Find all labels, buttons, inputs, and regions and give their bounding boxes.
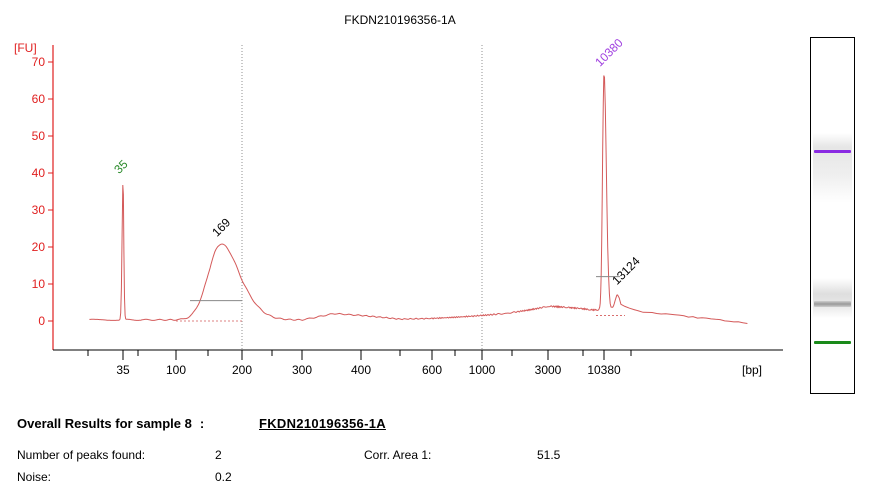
peak-label: 13124	[609, 254, 643, 288]
y-tick-label: 30	[32, 203, 46, 217]
peak-label: 35	[111, 157, 131, 177]
y-tick-label: 40	[32, 166, 46, 180]
corr-area-label: Corr. Area 1:	[364, 448, 432, 462]
gel-smear-upper	[813, 133, 852, 203]
peaks-label: Number of peaks found:	[17, 448, 146, 462]
results-title: Overall Results for sample 8:	[17, 416, 204, 431]
x-tick-label: 600	[422, 363, 442, 377]
y-axis-label: [FU]	[14, 41, 37, 55]
results-title-separator: :	[199, 416, 205, 431]
y-tick-label: 60	[32, 92, 46, 106]
peak-label: 169	[209, 215, 233, 239]
x-tick-label: 35	[116, 363, 130, 377]
y-tick-label: 0	[38, 314, 45, 328]
x-tick-label: 100	[166, 363, 186, 377]
gel-lane	[810, 37, 855, 394]
peak-label: 10380	[592, 35, 626, 69]
x-axis-label: [bp]	[742, 363, 762, 377]
results-sample-name: FKDN210196356-1A	[259, 416, 386, 431]
noise-label: Noise:	[17, 470, 52, 484]
x-tick-label: 3000	[535, 363, 562, 377]
gel-band-upper-marker	[814, 150, 851, 153]
results-title-text: Overall Results for sample 8	[17, 416, 192, 431]
gel-smear-lower	[813, 278, 852, 318]
peaks-value: 2	[215, 448, 222, 462]
electropherogram-trace	[89, 75, 748, 324]
gel-band-dna	[814, 301, 851, 307]
corr-area-value: 51.5	[537, 448, 561, 462]
y-tick-label: 20	[32, 240, 46, 254]
y-tick-label: 50	[32, 129, 46, 143]
chart-title: FKDN210196356-1A	[344, 13, 455, 27]
electropherogram-chart: FKDN210196356-1A [FU] [bp] 0 10 20 30 40 50 60…	[14, 13, 783, 377]
x-tick-label: 1000	[469, 363, 496, 377]
gel-band-lower-marker	[814, 341, 851, 344]
y-tick-label: 10	[32, 277, 46, 291]
x-tick-label: 200	[232, 363, 252, 377]
x-tick-label: 300	[292, 363, 312, 377]
noise-value: 0.2	[215, 470, 232, 484]
x-tick-label: 400	[351, 363, 371, 377]
x-tick-label: 10380	[587, 363, 621, 377]
y-tick-label: 70	[32, 55, 46, 69]
